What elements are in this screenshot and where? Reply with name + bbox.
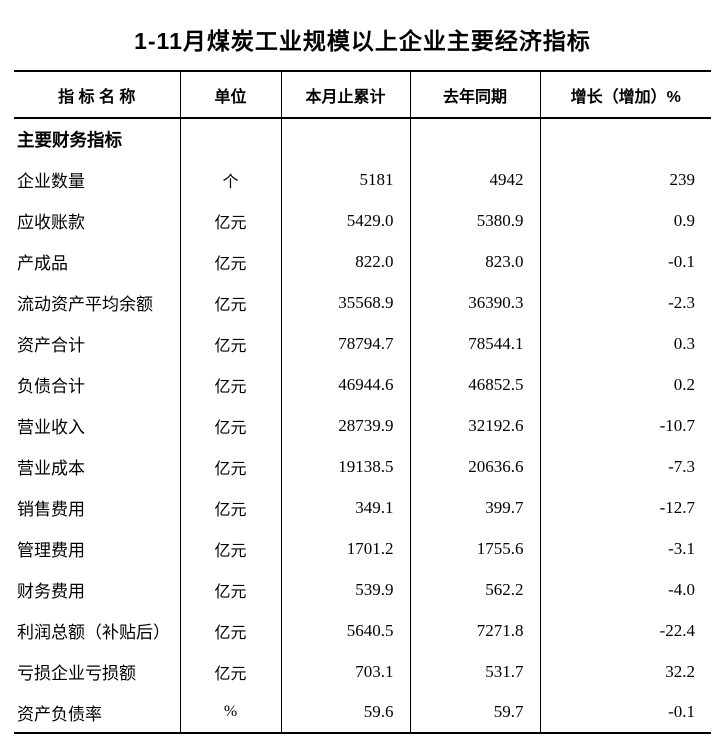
- current-value-cell: 703.1: [280, 651, 410, 692]
- growth-value-cell: -22.4: [539, 610, 711, 651]
- unit-cell: 亿元: [179, 282, 281, 323]
- indicator-name: 利润总额（补贴后）: [17, 623, 170, 642]
- indicator-name: 资产合计: [17, 336, 85, 355]
- indicator-name: 销售费用: [17, 500, 85, 519]
- header-indicator-name: 指 标 名 称: [14, 71, 180, 119]
- indicator-name: 营业成本: [17, 459, 85, 478]
- last-year-value-cell: 823.0: [409, 241, 540, 282]
- current-value-cell: 46944.6: [280, 364, 410, 405]
- table-row: 利润总额（补贴后） 亿元 5640.5 7271.8 -22.4: [14, 610, 711, 651]
- unit-cell: 亿元: [179, 364, 281, 405]
- unit-cell: 亿元: [179, 241, 281, 282]
- indicator-name: 资产负债率: [17, 704, 102, 724]
- table-header-row: 指 标 名 称 单位 本月止累计 去年同期 增长（增加）%: [14, 71, 711, 119]
- table-row: 管理费用 亿元 1701.2 1755.6 -3.1: [14, 528, 711, 569]
- current-value-cell: [280, 118, 410, 159]
- economic-indicators-table: 指 标 名 称 单位 本月止累计 去年同期 增长（增加）% 主要财务指标 企业数…: [14, 70, 711, 734]
- table-row: 应收账款 亿元 5429.0 5380.9 0.9: [14, 200, 711, 241]
- growth-value-cell: [539, 118, 711, 159]
- indicator-name: 亏损企业亏损额: [17, 664, 136, 683]
- table-row: 营业成本 亿元 19138.5 20636.6 -7.3: [14, 446, 711, 487]
- last-year-value-cell: 399.7: [409, 487, 540, 528]
- unit-cell: 亿元: [179, 200, 281, 241]
- unit-cell: 亿元: [179, 323, 281, 364]
- growth-value-cell: -0.1: [539, 692, 711, 733]
- last-year-value-cell: 4942: [409, 159, 540, 200]
- current-value-cell: 5429.0: [280, 200, 410, 241]
- header-unit: 单位: [179, 71, 281, 119]
- last-year-value-cell: 59.7: [409, 692, 540, 733]
- last-year-value-cell: 531.7: [409, 651, 540, 692]
- unit-cell: 亿元: [179, 651, 281, 692]
- indicator-name: 产成品: [17, 254, 68, 273]
- current-value-cell: 19138.5: [280, 446, 410, 487]
- unit-cell: 亿元: [179, 610, 281, 651]
- growth-value-cell: 239: [539, 159, 711, 200]
- last-year-value-cell: [409, 118, 540, 159]
- indicator-name: 流动资产平均余额: [17, 295, 153, 314]
- last-year-value-cell: 46852.5: [409, 364, 540, 405]
- unit-cell: 亿元: [179, 446, 281, 487]
- unit-cell: [179, 118, 281, 159]
- last-year-value-cell: 5380.9: [409, 200, 540, 241]
- last-year-value-cell: 562.2: [409, 569, 540, 610]
- header-same-period-last-year: 去年同期: [409, 71, 540, 119]
- growth-value-cell: -12.7: [539, 487, 711, 528]
- section-title: 主要财务指标: [17, 129, 122, 150]
- current-value-cell: 28739.9: [280, 405, 410, 446]
- growth-value-cell: -7.3: [539, 446, 711, 487]
- table-row: 财务费用 亿元 539.9 562.2 -4.0: [14, 569, 711, 610]
- section-header-row: 主要财务指标: [14, 118, 711, 159]
- last-year-value-cell: 1755.6: [409, 528, 540, 569]
- table-row: 负债合计 亿元 46944.6 46852.5 0.2: [14, 364, 711, 405]
- last-year-value-cell: 32192.6: [409, 405, 540, 446]
- growth-value-cell: -2.3: [539, 282, 711, 323]
- unit-cell: 亿元: [179, 569, 281, 610]
- current-value-cell: 349.1: [280, 487, 410, 528]
- table-row: 产成品 亿元 822.0 823.0 -0.1: [14, 241, 711, 282]
- header-growth: 增长（增加）%: [539, 71, 711, 119]
- current-value-cell: 1701.2: [280, 528, 410, 569]
- last-year-value-cell: 78544.1: [409, 323, 540, 364]
- indicator-name: 财务费用: [17, 582, 85, 601]
- current-value-cell: 539.9: [280, 569, 410, 610]
- table-row: 资产负债率 % 59.6 59.7 -0.1: [14, 692, 711, 733]
- growth-value-cell: 0.2: [539, 364, 711, 405]
- growth-value-cell: -10.7: [539, 405, 711, 446]
- growth-value-cell: 0.3: [539, 323, 711, 364]
- current-value-cell: 822.0: [280, 241, 410, 282]
- growth-value-cell: -0.1: [539, 241, 711, 282]
- unit-cell: 亿元: [179, 487, 281, 528]
- last-year-value-cell: 7271.8: [409, 610, 540, 651]
- table-row: 亏损企业亏损额 亿元 703.1 531.7 32.2: [14, 651, 711, 692]
- current-value-cell: 5181: [280, 159, 410, 200]
- last-year-value-cell: 20636.6: [409, 446, 540, 487]
- last-year-value-cell: 36390.3: [409, 282, 540, 323]
- growth-value-cell: 0.9: [539, 200, 711, 241]
- growth-value-cell: 32.2: [539, 651, 711, 692]
- table-row: 营业收入 亿元 28739.9 32192.6 -10.7: [14, 405, 711, 446]
- page-title: 1-11月煤炭工业规模以上企业主要经济指标: [134, 28, 591, 54]
- growth-value-cell: -3.1: [539, 528, 711, 569]
- indicator-name: 企业数量: [17, 172, 85, 191]
- unit-cell: 个: [179, 159, 281, 200]
- indicator-name: 管理费用: [17, 541, 85, 560]
- current-value-cell: 5640.5: [280, 610, 410, 651]
- indicator-name: 营业收入: [17, 418, 85, 437]
- table-row: 企业数量 个 5181 4942 239: [14, 159, 711, 200]
- current-value-cell: 35568.9: [280, 282, 410, 323]
- table-row: 流动资产平均余额 亿元 35568.9 36390.3 -2.3: [14, 282, 711, 323]
- unit-cell: %: [179, 692, 281, 733]
- indicator-name: 应收账款: [17, 213, 85, 232]
- current-value-cell: 59.6: [280, 692, 410, 733]
- growth-value-cell: -4.0: [539, 569, 711, 610]
- current-value-cell: 78794.7: [280, 323, 410, 364]
- unit-cell: 亿元: [179, 405, 281, 446]
- unit-cell: 亿元: [179, 528, 281, 569]
- table-row: 销售费用 亿元 349.1 399.7 -12.7: [14, 487, 711, 528]
- indicator-name: 负债合计: [17, 377, 85, 396]
- header-month-to-date: 本月止累计: [280, 71, 410, 119]
- table-row: 资产合计 亿元 78794.7 78544.1 0.3: [14, 323, 711, 364]
